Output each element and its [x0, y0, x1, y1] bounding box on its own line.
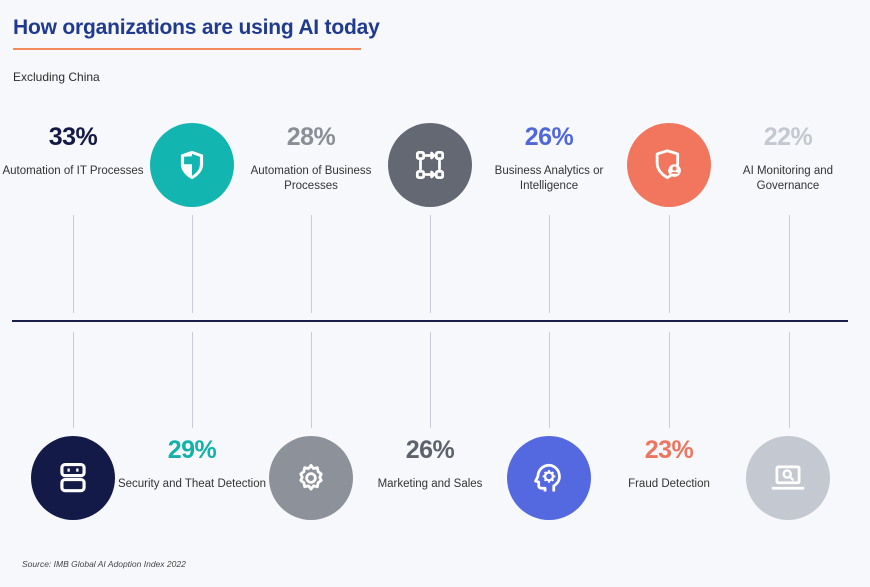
title-underline	[13, 48, 361, 50]
stem-bottom-6	[669, 332, 670, 428]
stem-bottom-3	[311, 332, 312, 428]
stem-top-2	[192, 215, 193, 313]
value-label-4: 26%	[405, 436, 455, 464]
category-label-6: Fraud Detection	[628, 478, 710, 490]
value-label-6: 23%	[644, 436, 694, 464]
category-label-7: AI Monitoring and Governance	[742, 165, 834, 192]
icon-circle-workflow-icon	[388, 123, 472, 207]
stem-bottom-1	[73, 332, 74, 428]
stem-bottom-2	[192, 332, 193, 428]
value-label-1: 33%	[48, 123, 98, 151]
stem-top-4	[430, 215, 431, 313]
value-label-2: 29%	[167, 436, 217, 464]
source-note: Source: IMB Global AI Adoption Index 202…	[22, 559, 186, 569]
stem-top-7	[789, 215, 790, 313]
category-label-2: Security and Theat Detection	[117, 478, 267, 490]
icon-circle-gear-icon	[269, 436, 353, 520]
icon-circle-shield-icon	[150, 123, 234, 207]
value-label-5: 26%	[524, 123, 574, 151]
chart-subtitle: Excluding China	[13, 70, 100, 84]
stem-bottom-7	[789, 332, 790, 428]
icon-circle-robot-icon	[31, 436, 115, 520]
category-label-4: Marketing and Sales	[377, 478, 483, 490]
stem-top-3	[311, 215, 312, 313]
head-gear-icon	[534, 463, 561, 492]
category-label-1: Automation of IT Processes	[2, 165, 144, 177]
stem-top-6	[669, 215, 670, 313]
value-label-7: 22%	[763, 123, 813, 151]
icon-circle-laptop-search-icon	[746, 436, 830, 520]
value-label-3: 28%	[286, 123, 336, 151]
gear-icon	[299, 463, 323, 491]
stem-bottom-4	[430, 332, 431, 428]
shield-icon	[180, 150, 204, 180]
axis-line	[12, 320, 848, 322]
shield-user-icon	[655, 149, 681, 180]
icon-circle-shield-user-icon	[627, 123, 711, 207]
category-label-5: Business Analytics or Intelligence	[494, 165, 604, 192]
icon-circle-head-gear-icon	[507, 436, 591, 520]
laptop-search-icon	[771, 465, 805, 490]
stem-bottom-5	[549, 332, 550, 428]
robot-icon	[60, 462, 86, 493]
stem-top-1	[73, 215, 74, 313]
workflow-icon	[415, 150, 445, 180]
stem-top-5	[549, 215, 550, 313]
chart-title: How organizations are using AI today	[13, 16, 380, 39]
category-label-3: Automation of Business Processes	[250, 165, 372, 192]
